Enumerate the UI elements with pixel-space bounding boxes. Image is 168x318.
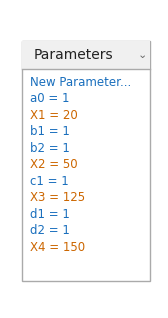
Text: X4 = 150: X4 = 150 — [30, 241, 85, 254]
Text: ⌄: ⌄ — [137, 50, 147, 60]
Text: New Parameter...: New Parameter... — [30, 76, 131, 89]
Text: d2 = 1: d2 = 1 — [30, 224, 70, 237]
Text: X1 = 20: X1 = 20 — [30, 109, 78, 122]
Text: b1 = 1: b1 = 1 — [30, 125, 70, 138]
Text: X3 = 125: X3 = 125 — [30, 191, 85, 204]
Text: d1 = 1: d1 = 1 — [30, 208, 70, 221]
Text: c1 = 1: c1 = 1 — [30, 175, 69, 188]
Text: a0 = 1: a0 = 1 — [30, 92, 70, 105]
Text: Parameters: Parameters — [34, 48, 114, 62]
Text: b2 = 1: b2 = 1 — [30, 142, 70, 155]
FancyBboxPatch shape — [22, 41, 150, 69]
FancyBboxPatch shape — [22, 41, 150, 280]
Text: X2 = 50: X2 = 50 — [30, 158, 78, 171]
